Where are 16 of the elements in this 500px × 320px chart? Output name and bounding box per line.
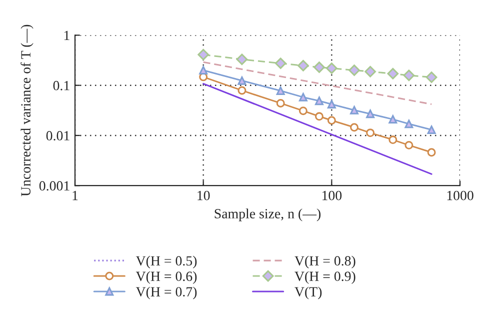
x-tick-label: 10 bbox=[198, 190, 210, 200]
y-axis-title: Uncorrected variance of T (—) bbox=[20, 24, 34, 196]
legend-label: V(H = 0.5) bbox=[136, 256, 197, 268]
y-tick-label: 0.01 bbox=[46, 131, 70, 140]
legend-label: V(T) bbox=[294, 286, 322, 300]
legend-label: V(H = 0.8) bbox=[294, 256, 356, 268]
x-tick-label: 1 bbox=[72, 190, 78, 200]
y-tick-label: 0.001 bbox=[39, 181, 70, 191]
x-tick-label: 1000 bbox=[447, 190, 474, 200]
y-tick-label: 1 bbox=[64, 30, 70, 40]
legend-label: V(H = 0.6) bbox=[136, 271, 197, 284]
y-tick-label: 0.1 bbox=[53, 80, 70, 90]
x-axis-title: Sample size, n (—) bbox=[214, 208, 320, 222]
legend-label: V(H = 0.9) bbox=[294, 271, 356, 284]
x-tick-label: 100 bbox=[322, 190, 342, 200]
legend-label: V(H = 0.7) bbox=[136, 286, 197, 300]
